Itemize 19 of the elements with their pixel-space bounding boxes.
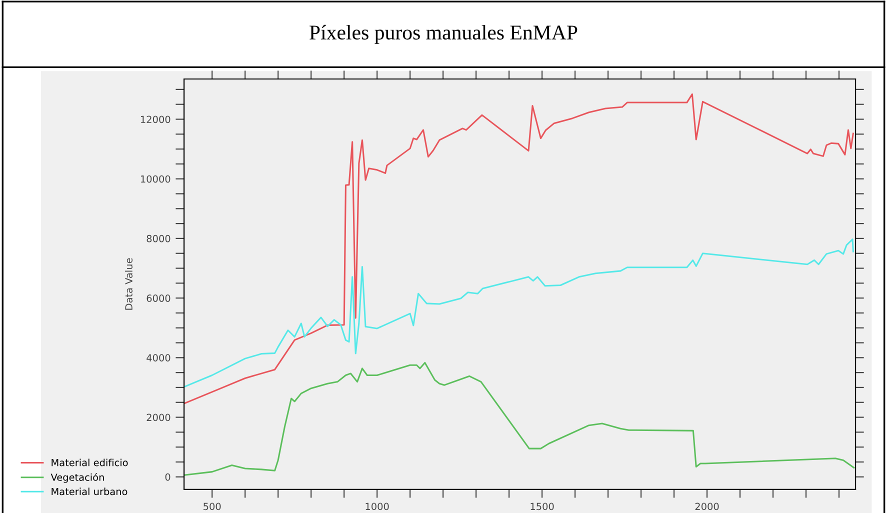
x-tick-label: 1000 (366, 502, 389, 510)
x-tick-label: 1500 (530, 502, 554, 510)
legend-label: Material urbano (52, 488, 128, 496)
legend-label: Material edificio (52, 458, 128, 466)
x-tick-label: 2000 (695, 502, 719, 510)
y-axis-title: Data Value (124, 258, 132, 310)
chart-title: Píxeles puros manuales EnMAP (310, 24, 578, 44)
y-tick-label: 10000 (140, 175, 170, 183)
y-tick-label: 2000 (146, 414, 170, 422)
y-tick-label: 6000 (146, 294, 170, 302)
line-series (184, 362, 855, 476)
line-series (184, 238, 854, 388)
line-series (184, 93, 854, 404)
legend-label: Vegetación (50, 473, 104, 483)
y-tick-label: 8000 (146, 234, 170, 242)
x-tick-label: 500 (204, 502, 221, 510)
y-tick-label: 12000 (140, 116, 170, 124)
y-tick-label: 0 (165, 473, 170, 481)
y-tick-label: 4000 (146, 354, 170, 362)
